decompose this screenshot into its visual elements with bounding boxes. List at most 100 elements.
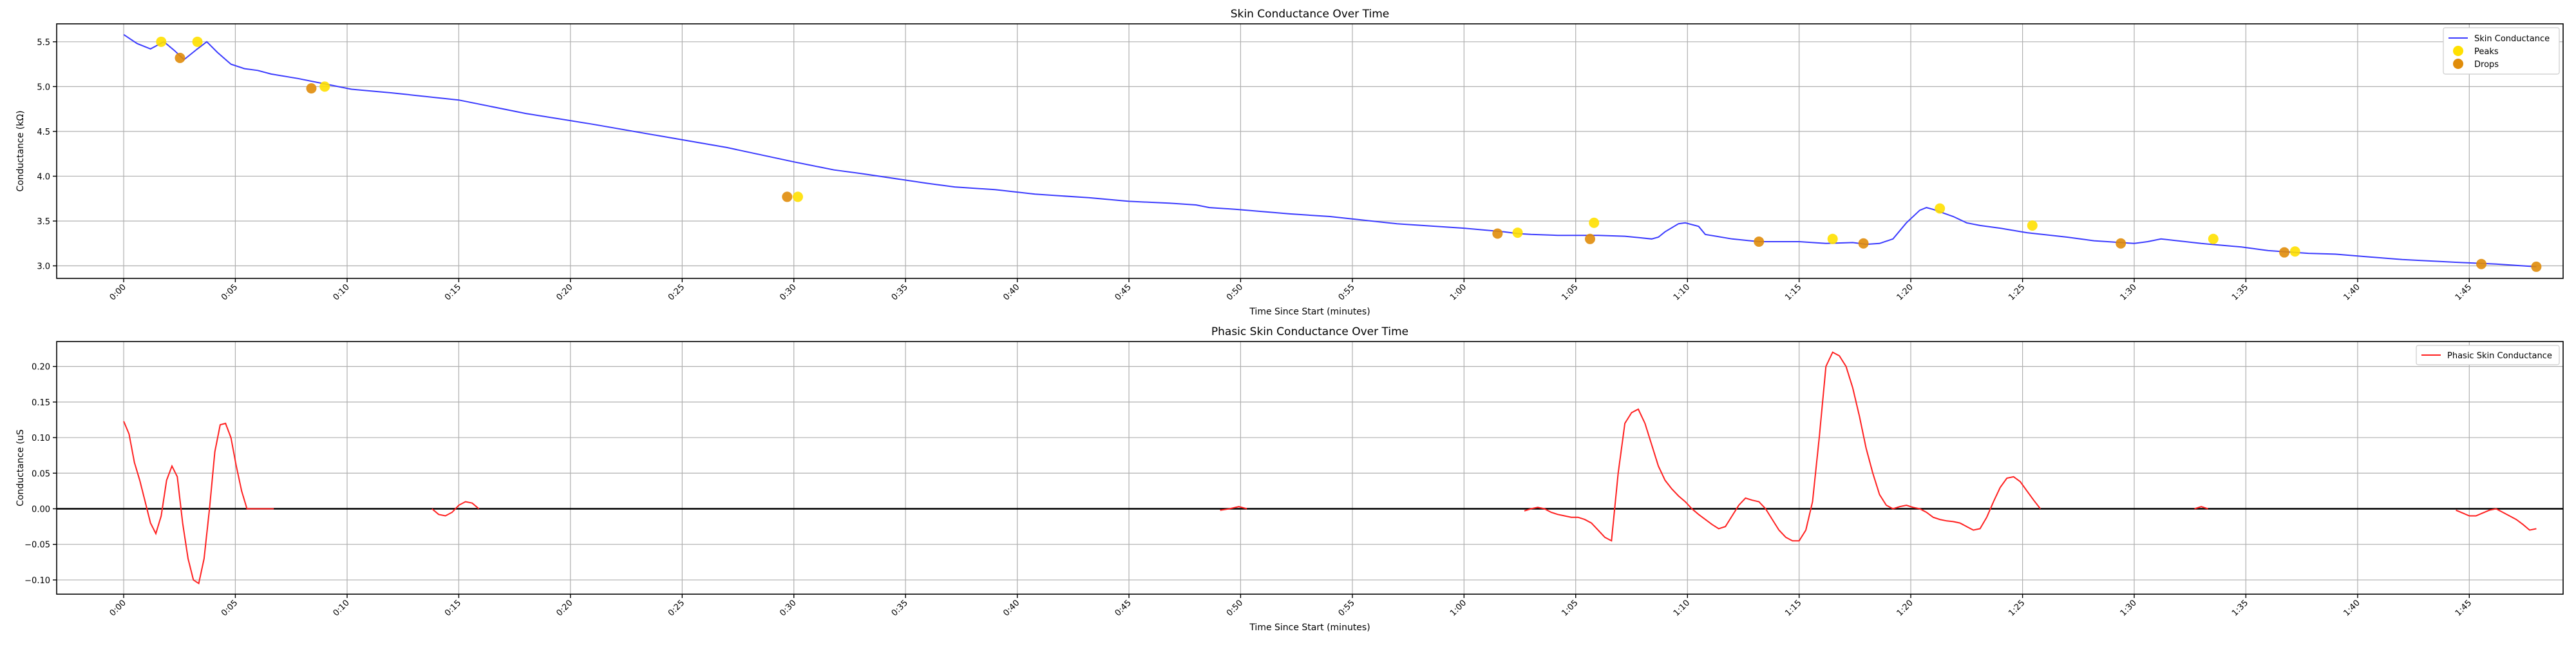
drop-marker [1754,236,1765,247]
drop-marker [175,52,185,63]
y-tick-label: 5.5 [37,38,50,48]
y-axis-label-top: Conductance (kΩ) [15,110,26,191]
x-tick-label: 0:15 [443,598,463,618]
x-tick-label: 1:15 [1783,282,1803,302]
peak-marker [2208,233,2219,244]
x-tick-label: 1:00 [1448,282,1468,302]
x-tick-label: 1:15 [1783,598,1803,618]
x-tick-label: 1:45 [2454,598,2474,618]
x-axis-label-top: Time Since Start (minutes) [1249,307,1370,317]
x-tick-label: 0:30 [778,282,798,302]
phasic-line-segment [2194,506,2208,510]
x-tick-label: 0:35 [890,598,910,618]
x-tick-label: 1:05 [1560,282,1580,302]
x-tick-label: 0:10 [332,598,352,618]
drop-marker [2476,258,2487,269]
y-tick-label: 5.0 [37,82,50,92]
phasic-line-segment [123,421,274,585]
x-tick-label: 0:55 [1337,598,1357,618]
x-tick-label: 0:50 [1225,598,1245,618]
y-tick-label: 4.5 [37,128,50,137]
y-axis-label-bottom: Conductance (uS [15,429,26,507]
chart-title-top: Skin Conductance Over Time [1231,8,1389,21]
x-tick-label: 0:50 [1225,282,1245,302]
legend-swatch-drops [2453,59,2463,69]
peak-marker [1589,217,1600,228]
legend-label-drops: Drops [2474,60,2499,70]
x-tick-label: 1:10 [1672,282,1692,302]
y-tick-label: 3.0 [37,262,50,272]
x-tick-label: 0:00 [108,282,128,302]
phasic-line-segment [431,501,480,517]
x-tick-label: 0:30 [778,598,798,618]
x-tick-label: 1:35 [2230,282,2250,302]
x-tick-label: 0:40 [1001,282,1021,302]
peak-marker [1512,227,1523,238]
phasic-line-segment [2456,508,2537,531]
y-tick-label: 0.05 [32,469,50,479]
legend-top: Skin Conductance Peaks Drops [2443,27,2560,75]
x-tick-label: 0:00 [108,598,128,618]
x-tick-label: 1:20 [1895,282,1915,302]
peak-marker [792,191,803,202]
peak-marker [2027,220,2038,231]
x-tick-label: 0:20 [554,282,574,302]
peak-marker [1935,203,1946,214]
x-tick-label: 0:45 [1113,282,1133,302]
x-tick-label: 0:05 [220,282,240,302]
drop-marker [2279,247,2290,258]
legend-label-skin-conductance: Skin Conductance [2474,34,2550,44]
grid-top [57,24,2563,278]
y-tick-label: 0.15 [32,398,50,408]
skin-conductance-panel: 0:00 0:05 0:10 0:15 0:20 0:25 0:30 0:35 0:40 0:45… [15,8,2564,317]
x-tick-label: 0:05 [220,598,240,618]
x-tick-label: 1:30 [2119,598,2139,618]
x-tick-label: 1:05 [1560,598,1580,618]
peak-marker [156,36,167,47]
x-tick-label: 0:45 [1113,598,1133,618]
legend-box-top [2443,27,2560,75]
y-tick-label: 0.10 [32,434,50,443]
x-tick-label: 0:25 [667,282,687,302]
peak-marker [2289,246,2300,257]
legend-label-peaks: Peaks [2474,47,2499,57]
x-tick-label: 0:40 [1001,598,1021,618]
x-tick-label: 0:10 [332,282,352,302]
y-tick-label: 0.00 [32,505,50,514]
drop-marker [2116,238,2126,249]
drop-marker [2531,261,2542,272]
grid-bottom [57,342,2563,594]
drop-marker [1492,228,1503,239]
y-tick-label: 3.5 [37,217,50,227]
plot-area-bottom [57,351,2563,585]
peak-marker [319,81,330,92]
x-tick-label: 1:40 [2342,598,2362,618]
x-axis-label-bottom: Time Since Start (minutes) [1249,623,1370,633]
phasic-line-segment [1524,351,2041,542]
x-tick-label: 1:30 [2119,282,2139,302]
x-tick-label: 1:00 [1448,598,1468,618]
x-tick-label: 1:25 [2007,282,2027,302]
x-tick-label: 1:20 [1895,598,1915,618]
drop-marker [1858,238,1869,249]
x-tick-label: 0:15 [443,282,463,302]
x-tick-label: 1:25 [2007,598,2027,618]
drop-marker [1584,233,1595,244]
x-tick-label: 1:35 [2230,598,2250,618]
axes-frame-bottom [56,341,2564,595]
axes-frame-top [56,23,2564,279]
legend-label-phasic: Phasic Skin Conductance [2447,351,2552,361]
drop-marker [782,191,793,202]
x-tick-label: 1:40 [2342,282,2362,302]
x-tick-label: 0:35 [890,282,910,302]
drop-marker [306,83,317,94]
chart-title-bottom: Phasic Skin Conductance Over Time [1211,325,1408,338]
y-tick-label: 4.0 [37,172,50,182]
phasic-line-segment [1220,506,1247,511]
phasic-conductance-panel: 0:00 0:05 0:10 0:15 0:20 0:25 0:30 0:35 0:40 0:45… [15,325,2564,633]
y-tick-label: −0.05 [24,541,50,550]
y-tick-label: 0.20 [32,363,50,372]
x-tick-label: 0:20 [554,598,574,618]
peak-marker [1827,233,1838,244]
